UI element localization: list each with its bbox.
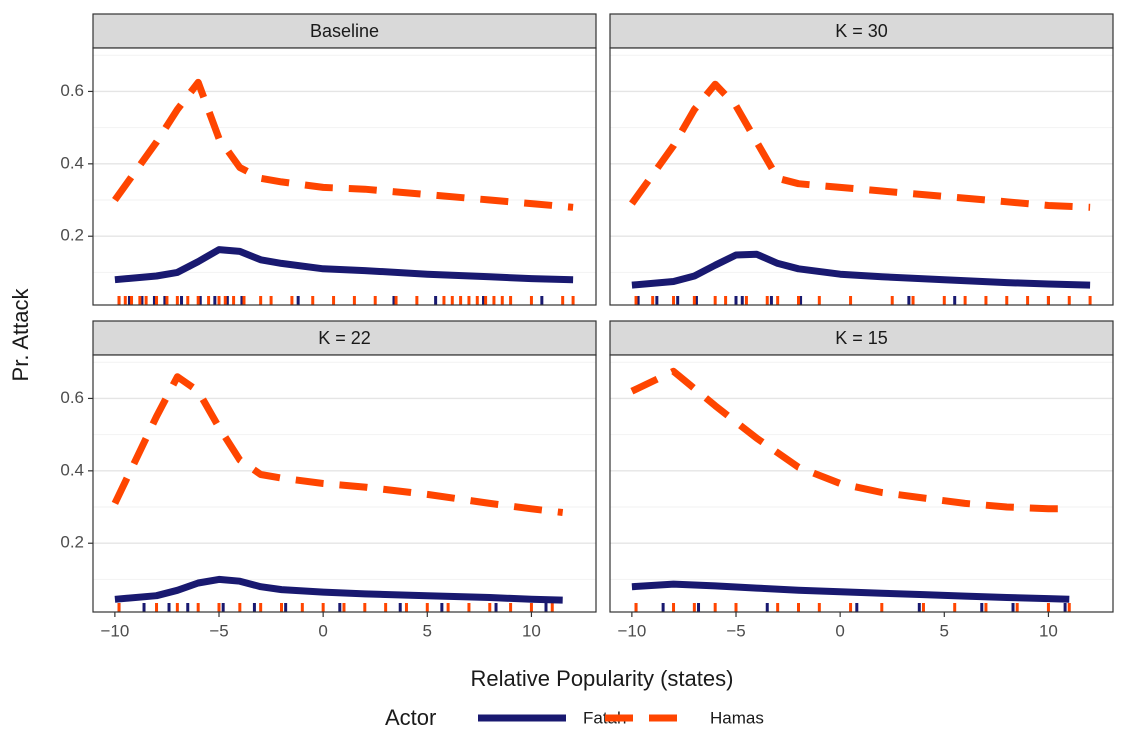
y-tick-label: 0.4: [60, 460, 84, 479]
series-line: [111, 373, 564, 516]
y-axis-label: Pr. Attack: [8, 288, 33, 382]
panel-title: Baseline: [310, 21, 379, 41]
x-tick-label: −5: [209, 621, 228, 640]
panel-border: [92, 47, 597, 306]
legend-label: Hamas: [710, 708, 764, 727]
panel-border: [609, 354, 1114, 613]
series-line: [114, 575, 563, 604]
panel-title: K = 15: [835, 328, 888, 348]
series-line: [114, 246, 574, 284]
series-line: [631, 250, 1091, 289]
series-line: [629, 80, 1091, 211]
y-tick-label: 0.2: [60, 533, 84, 552]
x-tick-label: 5: [423, 621, 432, 640]
y-tick-label: 0.6: [60, 388, 84, 407]
x-tick-label: −10: [617, 621, 646, 640]
x-axis-label: Relative Popularity (states): [471, 666, 734, 691]
panel-bg: [610, 48, 1113, 305]
y-tick-label: 0.2: [60, 226, 84, 245]
strip: [92, 13, 597, 49]
panel-border: [92, 354, 597, 613]
x-tick-label: 10: [522, 621, 541, 640]
x-tick-label: 0: [318, 621, 327, 640]
panel-bg: [610, 355, 1113, 612]
x-tick-label: −5: [726, 621, 745, 640]
series-line: [630, 367, 1070, 513]
panel-title: K = 22: [318, 328, 371, 348]
y-tick-label: 0.4: [60, 153, 84, 172]
x-tick-label: 0: [835, 621, 844, 640]
x-tick-label: −10: [100, 621, 129, 640]
series-line: [112, 78, 574, 211]
legend-label: Fatah: [583, 708, 626, 727]
x-tick-label: 5: [940, 621, 949, 640]
legend-title: Actor: [385, 705, 436, 730]
x-tick-label: 10: [1039, 621, 1058, 640]
series-line: [631, 580, 1070, 603]
y-tick-label: 0.6: [60, 81, 84, 100]
panel-title: K = 30: [835, 21, 888, 41]
panel-border: [609, 47, 1114, 306]
strip: [609, 13, 1114, 49]
